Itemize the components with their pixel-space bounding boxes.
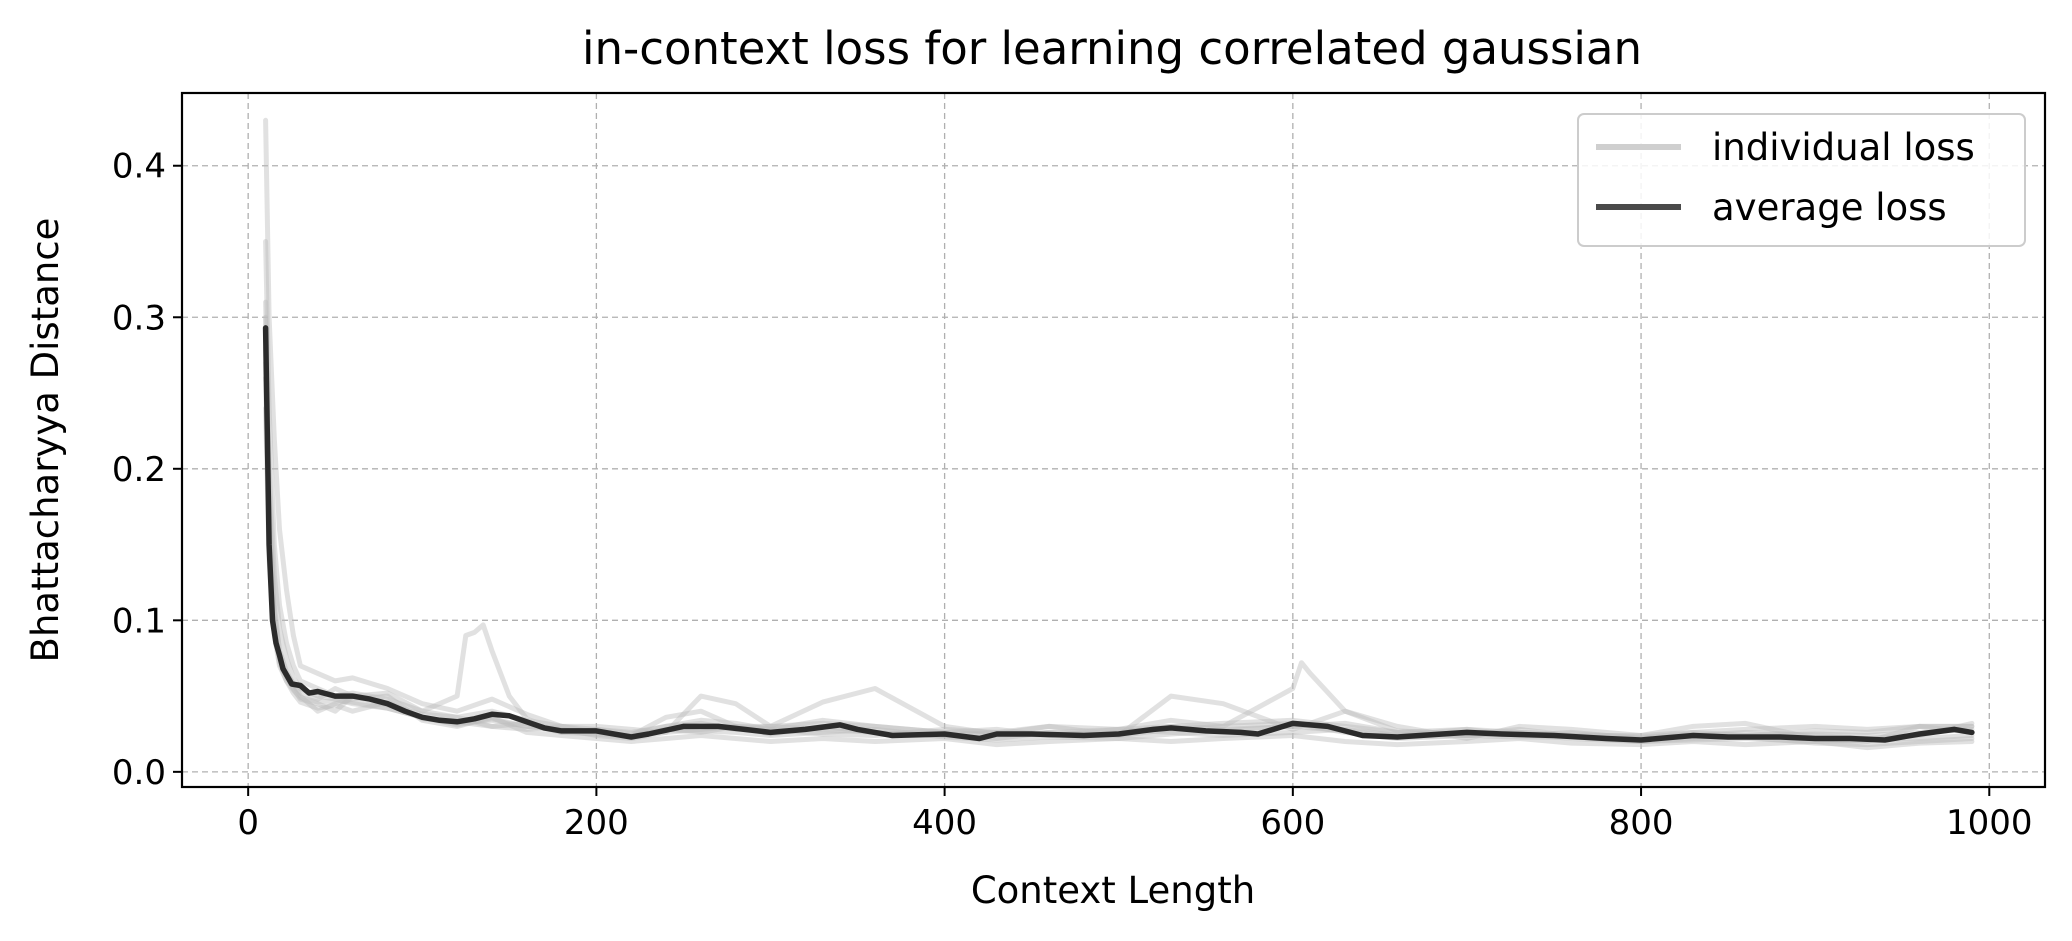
- y-tick-label: 0.3: [112, 298, 166, 338]
- x-tick-label: 0: [237, 803, 259, 843]
- legend-label-average: average loss: [1712, 186, 1947, 229]
- x-tick-label: 1000: [1946, 803, 2033, 843]
- chart-title: in-context loss for learning correlated …: [582, 22, 1642, 75]
- x-tick-label: 600: [1260, 803, 1325, 843]
- individual-loss-line: [263, 375, 1975, 741]
- average-loss-line: [262, 325, 1975, 743]
- average-loss-series: [262, 325, 1975, 743]
- y-axis-label: Bhattacharyya Distance: [24, 218, 67, 663]
- x-tick-label: 800: [1609, 803, 1674, 843]
- legend-box: [1577, 113, 2026, 247]
- x-tick-label: 400: [912, 803, 977, 843]
- x-axis-label: Context Length: [971, 869, 1255, 912]
- y-tick-label: 0.0: [112, 753, 166, 793]
- legend: individual loss average loss: [1577, 113, 2026, 247]
- x-tick-label: 200: [564, 803, 629, 843]
- plot-frame: [180, 91, 2047, 789]
- legend-label-individual: individual loss: [1712, 126, 1975, 169]
- individual-loss-line: [263, 299, 1975, 744]
- individual-loss-line: [263, 345, 1975, 751]
- y-tick-label: 0.2: [112, 450, 166, 490]
- y-axis-ticks: 0.0 0.1 0.2 0.3 0.4: [112, 147, 182, 793]
- y-tick-label: 0.1: [112, 601, 166, 641]
- y-tick-label: 0.4: [112, 147, 166, 187]
- x-axis-ticks: 0 200 400 600 800 1000: [237, 787, 2033, 843]
